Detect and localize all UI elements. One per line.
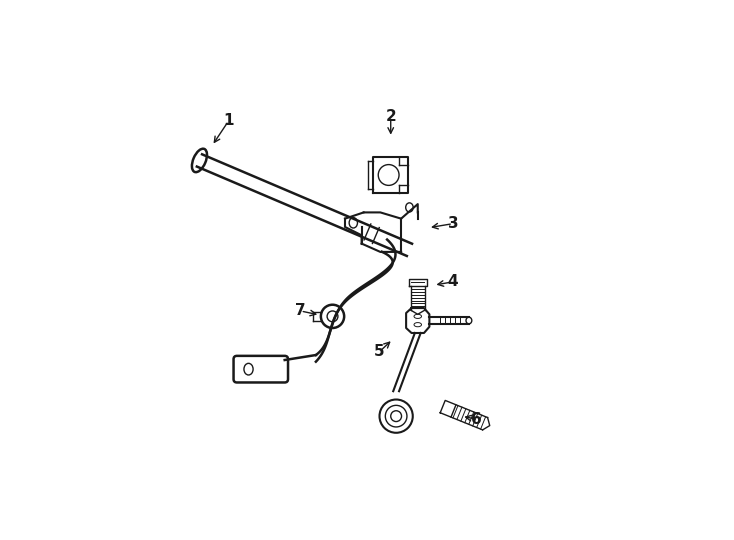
Text: 3: 3 <box>448 216 459 231</box>
Text: 4: 4 <box>448 274 459 289</box>
Text: 1: 1 <box>223 113 234 129</box>
Text: 2: 2 <box>385 109 396 124</box>
Text: 7: 7 <box>295 303 306 319</box>
Text: 6: 6 <box>470 411 482 427</box>
Text: 5: 5 <box>374 344 385 359</box>
